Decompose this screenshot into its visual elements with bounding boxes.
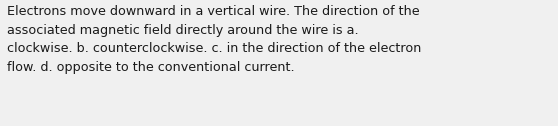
Text: Electrons move downward in a vertical wire. The direction of the
associated magn: Electrons move downward in a vertical wi…: [7, 5, 421, 74]
